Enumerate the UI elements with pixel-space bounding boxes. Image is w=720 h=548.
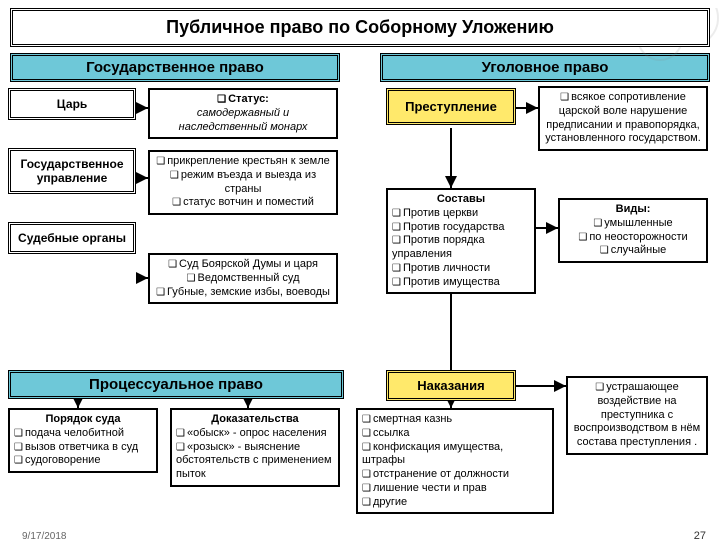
kinds-l1: умышленные	[564, 217, 702, 231]
courts-l2: Ведомственный суд	[154, 272, 332, 286]
kinds-hdr: Виды:	[564, 203, 702, 217]
note-compositions: Составы Против церкви Против государства…	[386, 188, 536, 294]
kinds-l2: по неосторожности	[564, 231, 702, 245]
note-order: Порядок суда подача челобитной вызов отв…	[8, 408, 158, 473]
courts-l3: Губные, земские избы, воеводы	[154, 286, 332, 300]
comp-l4: Против личности	[392, 262, 530, 276]
comp-l2: Против государства	[392, 221, 530, 235]
note-kinds: Виды: умышленные по неосторожности случа…	[558, 198, 708, 263]
comp-l3: Против порядка управления	[392, 234, 530, 262]
header-punishments: Наказания	[386, 370, 516, 401]
header-procedural: Процессуальное право	[8, 370, 344, 399]
box-government: Государственное управление	[8, 148, 136, 194]
ev-l1: «обыск» - опрос населения	[176, 427, 334, 441]
pun-l4: отстранение от должности	[362, 468, 548, 482]
gov-l2: режим въезда и выезда из страны	[154, 169, 332, 197]
footer-page: 27	[694, 530, 706, 542]
status-hdr: Статус:	[154, 93, 332, 107]
pun-l1: смертная казнь	[362, 413, 548, 427]
note-crime-desc: всякое сопротивление царской воле наруше…	[538, 86, 708, 151]
box-tsar: Царь	[8, 88, 136, 120]
note-punishments-list: смертная казнь ссылка конфискация имущес…	[356, 408, 554, 514]
main-title: Публичное право по Соборному Уложению	[10, 8, 710, 47]
order-l2: вызов ответчика в суд	[14, 441, 152, 455]
courts-l1: Суд Боярской Думы и царя	[154, 258, 332, 272]
note-evidence: Доказательства «обыск» - опрос населения…	[170, 408, 340, 487]
note-courts: Суд Боярской Думы и царя Ведомственный с…	[148, 253, 338, 304]
ev-l2: «розыск» - выяснение обстоятельств с при…	[176, 441, 334, 482]
pun-l2: ссылка	[362, 427, 548, 441]
pun-l6: другие	[362, 496, 548, 510]
note-pun-desc: устрашающее воздействие на преступника с…	[566, 376, 708, 455]
box-crime: Преступление	[386, 88, 516, 125]
header-criminal-law: Уголовное право	[380, 53, 710, 82]
note-status: Статус: самодержавный и наследственный м…	[148, 88, 338, 139]
order-l1: подача челобитной	[14, 427, 152, 441]
order-l3: судоговорение	[14, 454, 152, 468]
pun-l3: конфискация имущества, штрафы	[362, 441, 548, 469]
status-line: самодержавный и наследственный монарх	[179, 107, 308, 133]
comp-hdr: Составы	[392, 193, 530, 207]
gov-l1: прикрепление крестьян к земле	[154, 155, 332, 169]
header-state-law: Государственное право	[10, 53, 340, 82]
comp-l5: Против имущества	[392, 276, 530, 290]
crime-desc: всякое сопротивление царской воле наруше…	[545, 91, 701, 144]
note-gov: прикрепление крестьян к земле режим въез…	[148, 150, 338, 215]
box-courts: Судебные органы	[8, 222, 136, 254]
gov-l3: статус вотчин и поместий	[154, 196, 332, 210]
order-hdr: Порядок суда	[14, 413, 152, 427]
pun-desc: устрашающее воздействие на преступника с…	[574, 381, 700, 448]
pun-l5: лишение чести и прав	[362, 482, 548, 496]
kinds-l3: случайные	[564, 244, 702, 258]
ev-hdr: Доказательства	[176, 413, 334, 427]
comp-l1: Против церкви	[392, 207, 530, 221]
footer-date: 9/17/2018	[22, 531, 67, 542]
